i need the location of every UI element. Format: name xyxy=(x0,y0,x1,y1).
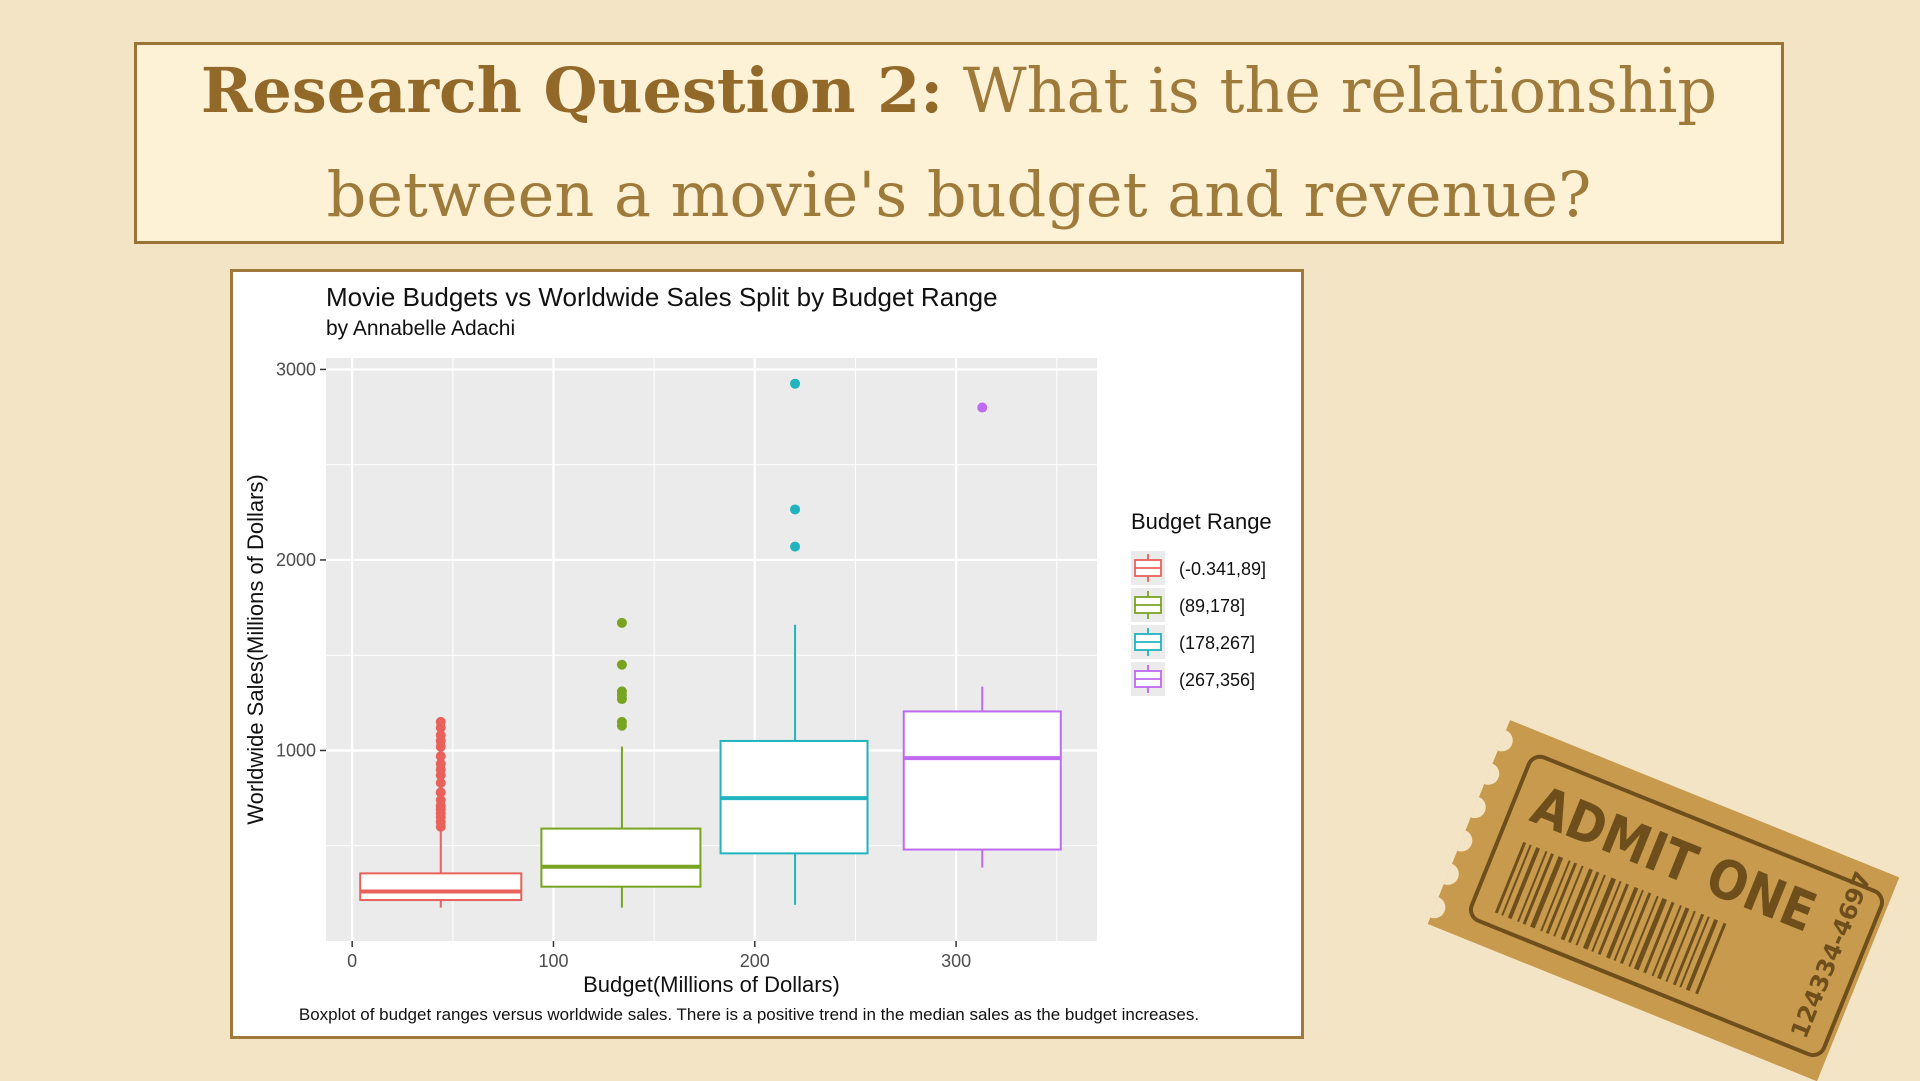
barcode-bar xyxy=(1679,916,1710,988)
barcode-bar xyxy=(1568,871,1600,944)
x-axis-label: Budget(Millions of Dollars) xyxy=(583,972,840,997)
box xyxy=(359,872,523,902)
y-tick-label: 2000 xyxy=(276,550,316,570)
box xyxy=(902,710,1062,851)
barcode-bar xyxy=(1522,853,1554,925)
outlier-point xyxy=(790,541,801,552)
barcode-bar xyxy=(1633,898,1668,971)
outlier-point xyxy=(790,504,801,515)
barcode-bar xyxy=(1657,907,1690,980)
barcode-bar xyxy=(1530,856,1564,929)
ticket-inner-frame xyxy=(1468,754,1884,1058)
barcode-bar xyxy=(1606,886,1639,959)
barcode-bar xyxy=(1553,865,1584,937)
barcode-bar xyxy=(1685,919,1719,991)
outlier-point xyxy=(435,795,446,806)
barcode-bar xyxy=(1643,901,1675,974)
barcode-bar xyxy=(1628,895,1659,968)
chart-panel: Movie Budgets vs Worldwide Sales Split b… xyxy=(230,269,1304,1039)
chart-caption: Boxplot of budget ranges versus worldwid… xyxy=(299,1005,1199,1024)
barcode-bar xyxy=(1672,913,1705,986)
legend-label: (89,178] xyxy=(1179,596,1245,616)
y-axis-label: Worldwide Sales(Millions of Dollars) xyxy=(243,474,268,824)
outlier-point xyxy=(435,716,446,727)
barcode-bar xyxy=(1560,868,1593,941)
barcode-bar xyxy=(1591,880,1622,953)
slide-title-bold: Research Question 2: xyxy=(200,54,944,127)
outlier-point xyxy=(616,686,627,697)
barcode-bar xyxy=(1597,883,1630,956)
slide-title-rest: What is the relationship xyxy=(962,54,1718,127)
outlier-point xyxy=(616,659,627,670)
slide-title-line-2: between a movie's budget and revenue? xyxy=(326,158,1592,231)
outlier-point xyxy=(435,777,446,788)
y-tick-label: 1000 xyxy=(276,740,316,760)
admit-one-ticket-icon: ADMIT ONE 124334-4697 xyxy=(1427,720,1900,1081)
box xyxy=(540,827,702,888)
legend-title: Budget Range xyxy=(1131,509,1272,534)
slide-title-line-1: Research Question 2: What is the relatio… xyxy=(201,39,1717,143)
barcode-bar xyxy=(1517,850,1548,923)
outlier-point xyxy=(435,751,446,762)
title-box: Research Question 2: What is the relatio… xyxy=(134,42,1784,244)
barcode-bar xyxy=(1651,905,1682,977)
ticket-barcode xyxy=(1494,841,1727,995)
x-tick-label: 300 xyxy=(941,951,971,971)
barcode-bar xyxy=(1501,844,1532,916)
barcode-bar xyxy=(1695,922,1727,995)
outlier-point xyxy=(435,730,446,741)
outlier-point xyxy=(790,378,801,389)
barcode-bar xyxy=(1620,892,1652,965)
x-tick-label: 100 xyxy=(538,951,568,971)
outlier-point xyxy=(977,402,988,413)
barcode-bar xyxy=(1540,860,1571,932)
y-tick-label: 3000 xyxy=(276,359,316,379)
barcode-bar xyxy=(1613,889,1644,962)
outlier-point xyxy=(616,716,627,727)
x-tick-label: 200 xyxy=(740,951,770,971)
x-tick-label: 0 xyxy=(347,951,357,971)
barcode-bar xyxy=(1545,862,1578,935)
barcode-bar xyxy=(1575,874,1606,946)
barcode-bar xyxy=(1582,877,1617,950)
legend-label: (178,267] xyxy=(1179,633,1255,653)
outlier-point xyxy=(435,758,446,769)
outlier-point xyxy=(616,617,627,628)
barcode-bar xyxy=(1494,841,1527,914)
legend-label: (-0.341,89] xyxy=(1179,559,1266,579)
chart-subtitle: by Annabelle Adachi xyxy=(326,317,515,340)
barcode-bar xyxy=(1665,910,1696,983)
outlier-point xyxy=(435,787,446,798)
chart-title: Movie Budgets vs Worldwide Sales Split b… xyxy=(326,282,998,312)
barcode-bar xyxy=(1507,847,1541,920)
legend-label: (267,356] xyxy=(1179,670,1255,690)
boxplot-chart: Movie Budgets vs Worldwide Sales Split b… xyxy=(243,282,1272,1024)
